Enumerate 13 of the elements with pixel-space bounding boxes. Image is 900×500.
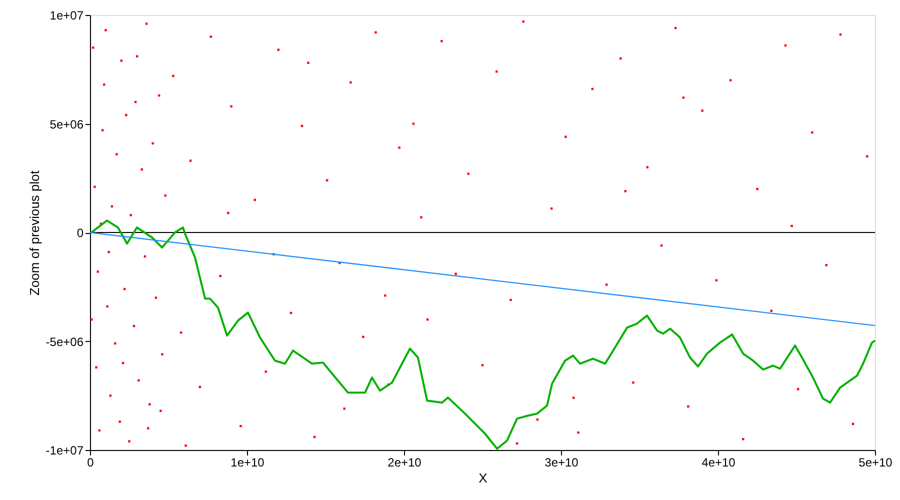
y-tick-label: -5e+06 — [46, 334, 84, 349]
x-tick-label: 4e+10 — [702, 456, 736, 470]
x-tick-label: 3e+10 — [544, 456, 579, 470]
x-tick-label: 2e+10 — [388, 456, 422, 470]
x-axis-title: X — [478, 470, 488, 486]
y-tick-label: 0 — [76, 226, 84, 240]
x-tick-label: 0 — [87, 456, 94, 470]
x-tick-label: 1e+10 — [230, 456, 265, 470]
x-tick-label: 5e+10 — [858, 456, 893, 470]
y-axis-title: Zoom of previous plot — [26, 170, 42, 296]
y-tick-label: 5e+06 — [50, 117, 84, 132]
y-tick-label: -1e+07 — [46, 444, 84, 458]
y-tick-label: 1e+07 — [50, 8, 84, 22]
